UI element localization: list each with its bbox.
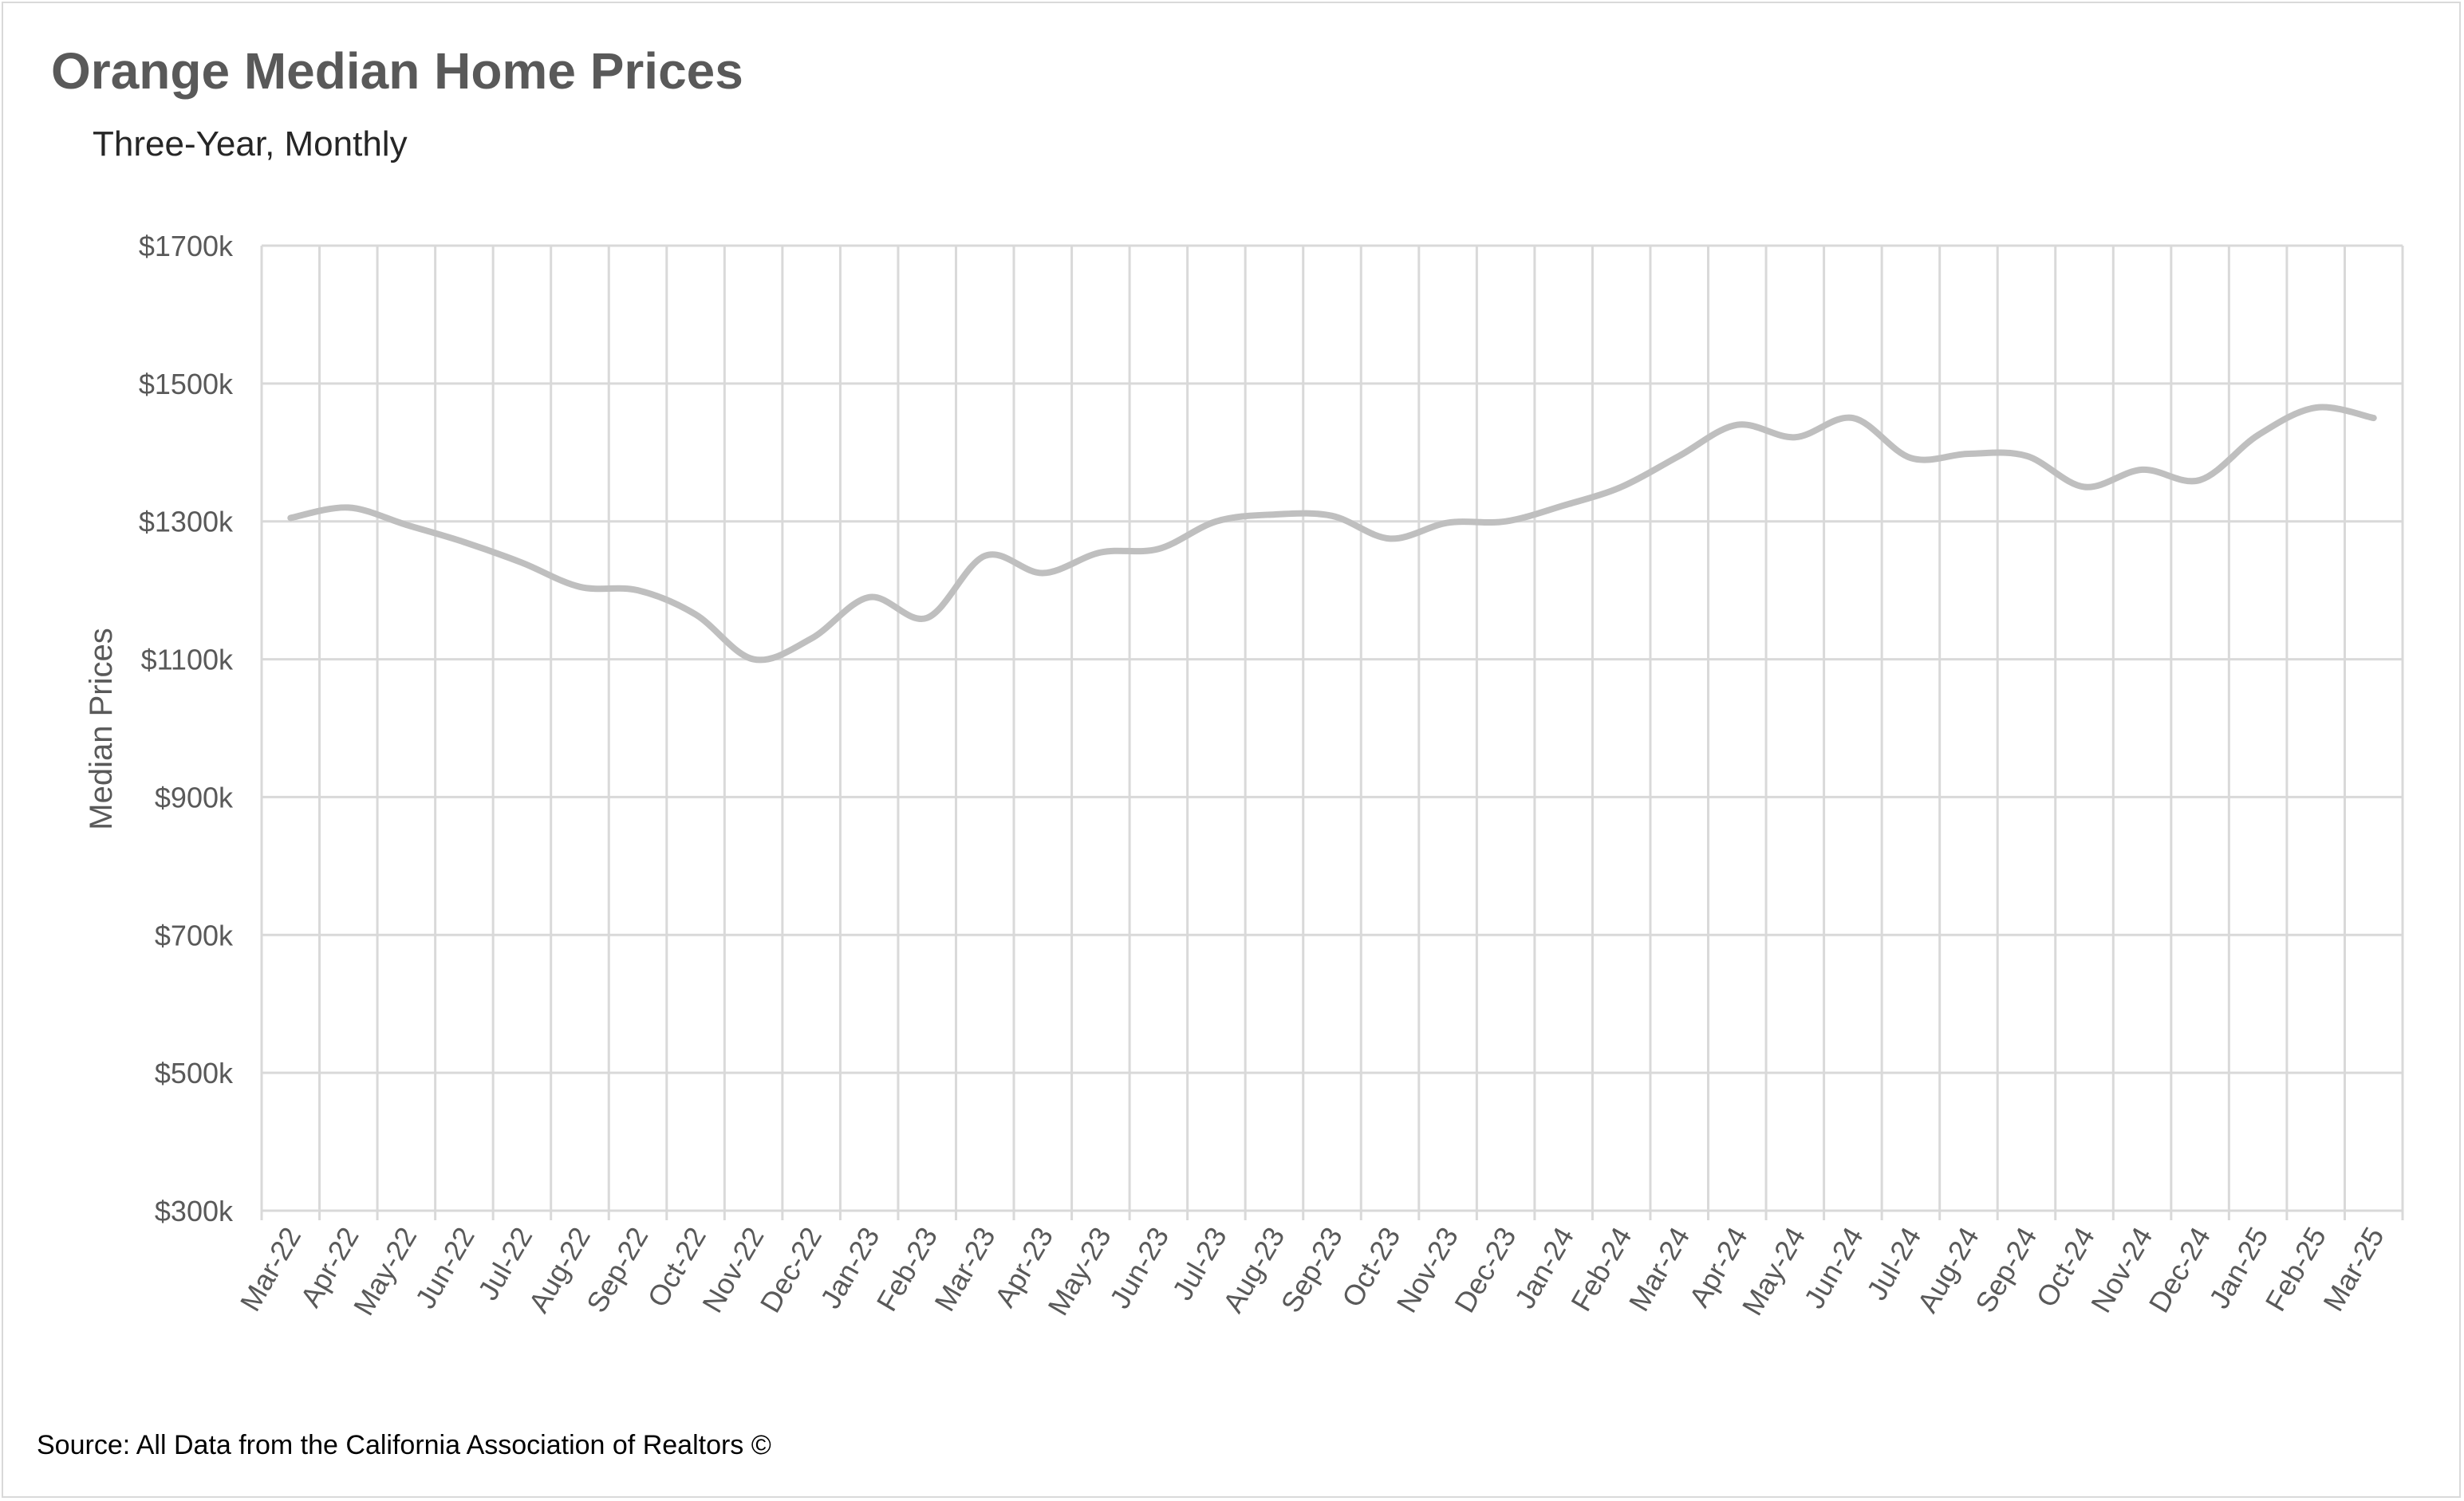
x-tick-label: Mar-22 <box>234 1222 308 1317</box>
data-point <box>2026 455 2027 456</box>
data-point <box>2200 479 2201 480</box>
y-tick-label: $1700k <box>139 230 234 262</box>
source-note: Source: All Data from the California Ass… <box>37 1430 771 1460</box>
x-tick-label: Jun-23 <box>1103 1222 1176 1314</box>
y-tick-label: $1300k <box>139 506 234 538</box>
x-axis: Mar-22Apr-22May-22Jun-22Jul-22Aug-22Sep-… <box>234 1222 2391 1321</box>
y-tick-label: $500k <box>155 1057 234 1089</box>
data-point <box>406 525 407 526</box>
series-layer <box>287 404 2377 664</box>
y-tick-label: $900k <box>155 781 234 814</box>
data-point <box>984 555 985 556</box>
chart-title: Orange Median Home Prices <box>51 42 743 100</box>
grid-lines <box>260 244 2404 1220</box>
data-point <box>1968 454 1969 455</box>
y-axis-label: Median Prices <box>84 628 119 829</box>
series-line <box>287 404 2377 664</box>
data-point <box>348 507 349 508</box>
x-tick-label: Jun-22 <box>408 1222 481 1314</box>
y-tick-label: $1500k <box>139 368 234 400</box>
data-point <box>1505 521 1506 522</box>
data-point <box>927 617 928 618</box>
data-point <box>1852 418 1853 419</box>
data-point <box>2142 469 2143 470</box>
y-tick-label: $300k <box>155 1195 234 1227</box>
data-point <box>1910 458 1911 459</box>
data-point <box>1332 515 1333 516</box>
y-axis: $300k $500k $700k $900k $1100k $1300k $1500k $1… <box>139 230 234 1227</box>
data-point <box>1274 514 1275 515</box>
data-point <box>753 659 754 660</box>
data-point <box>1100 552 1101 553</box>
data-point <box>637 590 638 591</box>
data-point <box>1679 455 1680 456</box>
data-point <box>579 586 580 587</box>
y-tick-label: $1100k <box>141 644 234 676</box>
chart-subtitle: Three-Year, Monthly <box>93 124 408 163</box>
data-point <box>1448 522 1449 523</box>
data-point <box>1563 505 1564 506</box>
y-tick-label: $700k <box>155 919 234 951</box>
data-point <box>1795 437 1796 438</box>
x-tick-label: Jun-24 <box>1797 1222 1870 1314</box>
data-point <box>1158 549 1159 550</box>
data-point <box>2373 418 2374 419</box>
data-point <box>811 638 812 639</box>
